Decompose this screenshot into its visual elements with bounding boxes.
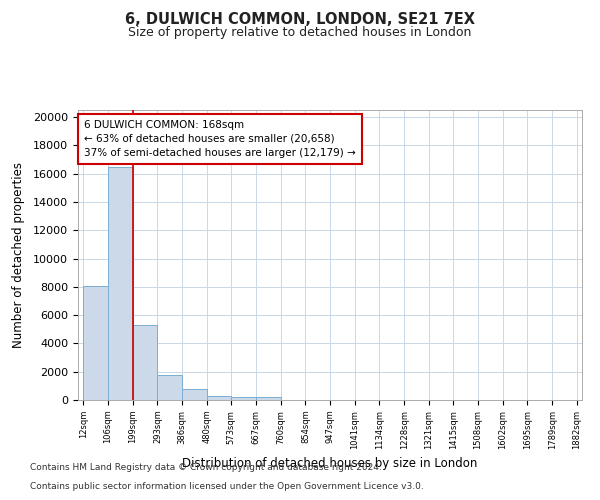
Text: Size of property relative to detached houses in London: Size of property relative to detached ho… xyxy=(128,26,472,39)
Bar xyxy=(157,374,182,400)
Bar xyxy=(108,166,133,400)
Bar xyxy=(256,397,281,400)
Bar xyxy=(232,397,256,400)
Bar xyxy=(207,396,232,400)
Bar xyxy=(133,325,157,400)
Bar xyxy=(182,390,207,400)
Text: Contains public sector information licensed under the Open Government Licence v3: Contains public sector information licen… xyxy=(30,482,424,491)
Text: Contains HM Land Registry data © Crown copyright and database right 2024.: Contains HM Land Registry data © Crown c… xyxy=(30,464,382,472)
Bar xyxy=(83,286,108,400)
X-axis label: Distribution of detached houses by size in London: Distribution of detached houses by size … xyxy=(182,457,478,470)
Text: 6 DULWICH COMMON: 168sqm
← 63% of detached houses are smaller (20,658)
37% of se: 6 DULWICH COMMON: 168sqm ← 63% of detach… xyxy=(84,120,356,158)
Y-axis label: Number of detached properties: Number of detached properties xyxy=(12,162,25,348)
Text: 6, DULWICH COMMON, LONDON, SE21 7EX: 6, DULWICH COMMON, LONDON, SE21 7EX xyxy=(125,12,475,28)
